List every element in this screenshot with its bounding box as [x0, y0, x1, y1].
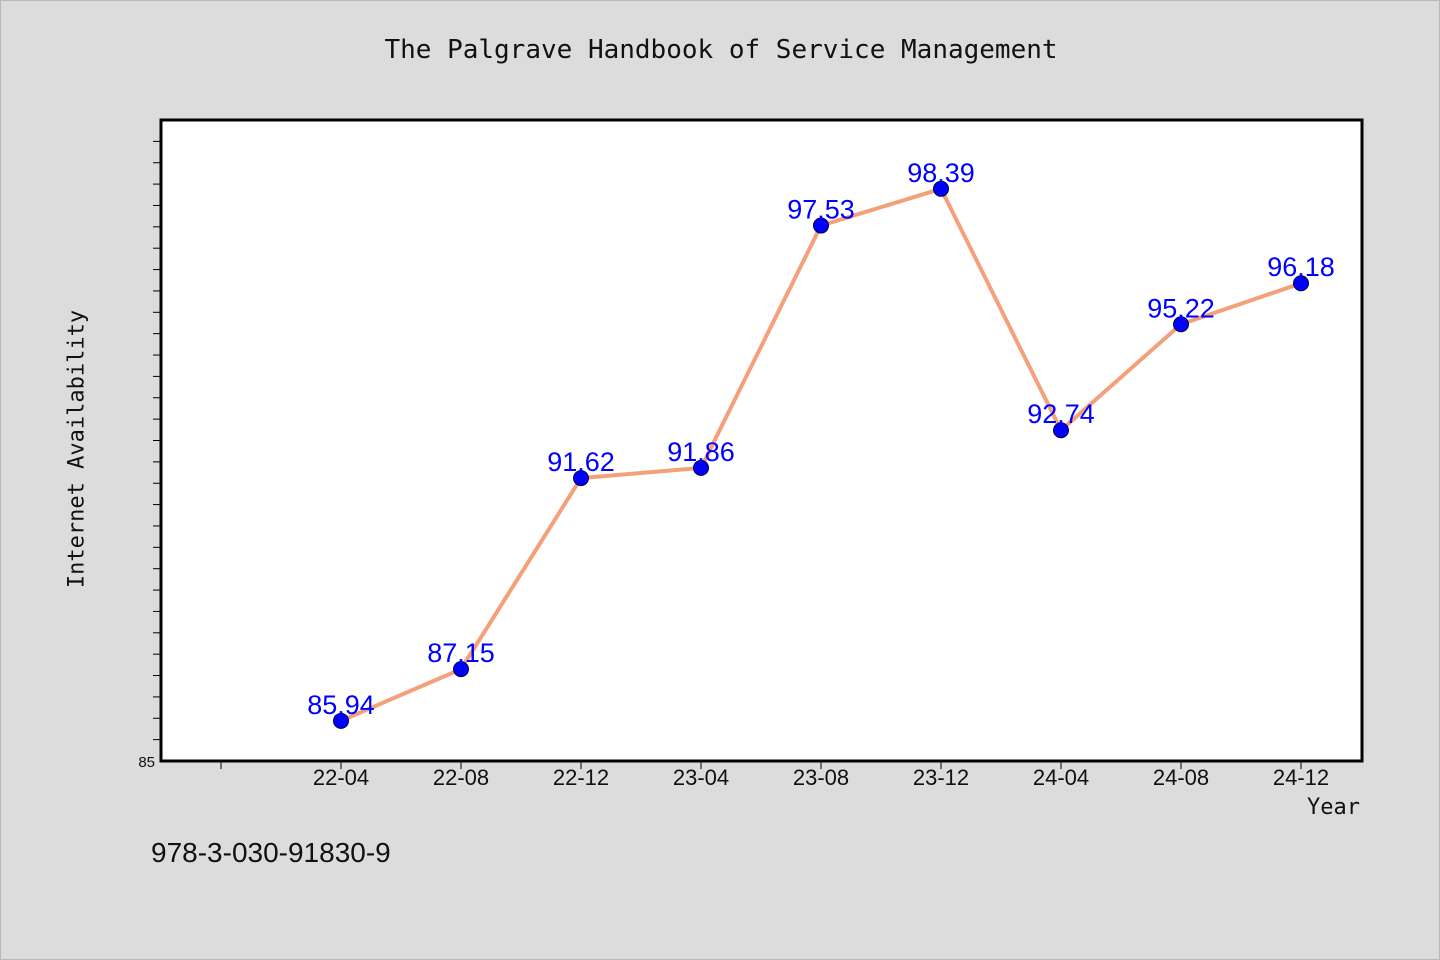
x-tick-label: 23-12 — [913, 765, 969, 790]
x-tick-label: 24-08 — [1153, 765, 1209, 790]
data-point — [813, 217, 829, 234]
x-tick-label: 24-12 — [1273, 765, 1329, 790]
data-point — [933, 180, 949, 197]
x-tick-label: 23-08 — [793, 765, 849, 790]
data-point — [693, 459, 709, 476]
x-tick-label: 24-04 — [1033, 765, 1089, 790]
x-axis-label: Year — [1307, 795, 1360, 820]
data-label: 87.15 — [427, 638, 495, 668]
data-labels: 85.94 87.15 91.62 91.86 97.53 98.39 92.74 95.22… — [307, 158, 1335, 720]
data-point — [1293, 275, 1309, 292]
data-point — [573, 470, 589, 487]
data-label: 98.39 — [907, 158, 975, 188]
data-point — [1053, 422, 1069, 439]
data-label: 92.74 — [1027, 399, 1095, 429]
x-tick-label: 23-04 — [673, 765, 729, 790]
chart-title: The Palgrave Handbook of Service Managem… — [384, 35, 1058, 65]
data-label: 91.86 — [667, 437, 735, 467]
data-label: 95.22 — [1147, 293, 1215, 323]
y-axis-ticks: 85 — [138, 140, 161, 771]
x-axis-ticks: 22-04 22-08 22-12 23-04 23-08 23-12 24-04 24-08… — [220, 761, 1329, 790]
data-label: 97.53 — [787, 195, 855, 225]
x-tick-label: 22-08 — [433, 765, 489, 790]
data-point — [1173, 316, 1189, 333]
data-label: 91.62 — [547, 447, 615, 477]
isbn-text: 978-3-030-91830-9 — [151, 837, 391, 868]
data-label: 96.18 — [1267, 252, 1335, 282]
data-label: 85.94 — [307, 690, 375, 720]
y-tick-label: 85 — [138, 754, 155, 771]
x-tick-label: 22-04 — [313, 765, 369, 790]
x-tick-label: 22-12 — [553, 765, 609, 790]
data-point — [453, 661, 469, 678]
plot-area — [159, 118, 1364, 763]
data-point — [333, 712, 349, 729]
series-group — [333, 180, 1309, 729]
